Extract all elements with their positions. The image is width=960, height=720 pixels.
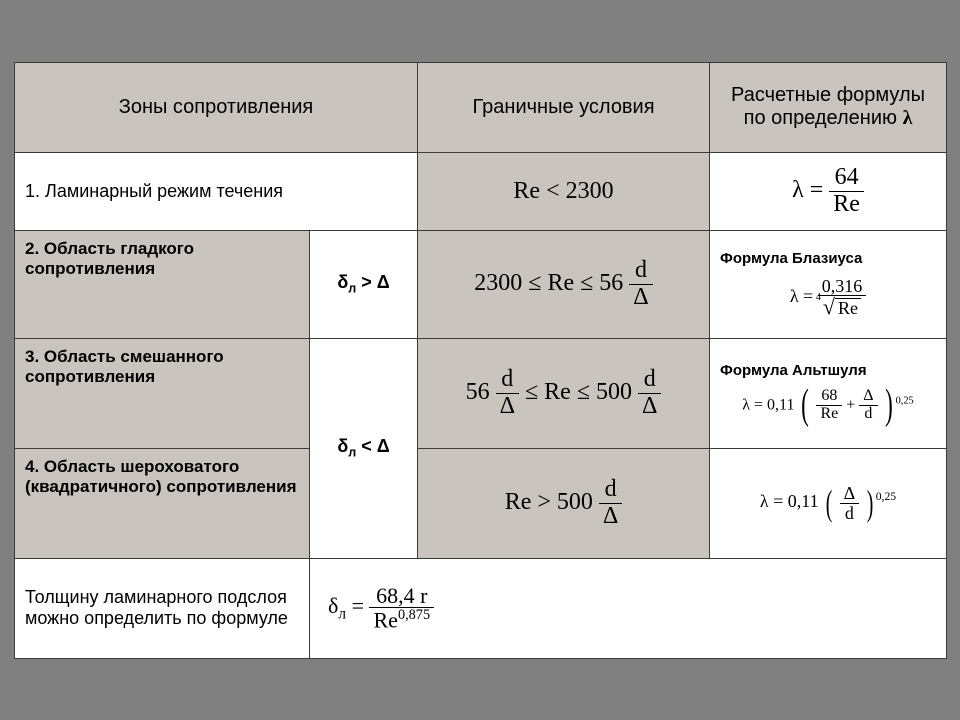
- r3-exp: 0,25: [896, 395, 914, 406]
- r2-lhs: λ =: [790, 286, 813, 306]
- row2-formula: λ = 0,316 4 √Re: [720, 277, 936, 319]
- r3-c-den2: Δ: [638, 393, 661, 419]
- r2-delta: δ: [337, 272, 348, 292]
- row2-delta-cond: δл > Δ: [310, 230, 418, 338]
- r3-bden: d: [859, 405, 877, 423]
- zone-1-label: 1. Ламинарный режим течения: [15, 152, 418, 230]
- r3-bnum: Δ: [859, 388, 877, 405]
- r4-exp: 0,25: [876, 490, 896, 503]
- header-zones: Зоны сопротивления: [15, 62, 418, 152]
- row5-note: Толщину ламинарного подслоя можно опреде…: [15, 558, 310, 658]
- row2-caption: Формула Блазиуса: [720, 250, 936, 267]
- r2-cond-num: d: [629, 258, 652, 283]
- r4-lhs: λ = 0,11: [760, 491, 819, 511]
- header-conditions: Граничные условия: [418, 62, 710, 152]
- r1-num: 64: [829, 165, 864, 190]
- r4-cnum: d: [599, 477, 622, 502]
- r3-c-den1: Δ: [496, 393, 519, 419]
- row1-formula: λ = 64 Re: [710, 152, 947, 230]
- row-5: Толщину ламинарного подслоя можно опреде…: [15, 558, 947, 658]
- r2f-num: 0,316: [818, 277, 867, 296]
- row-2: 2. Область гладкого сопротивления δл > Δ…: [15, 230, 947, 338]
- r3-delta: δ: [337, 436, 348, 456]
- r2-root-deg: 4: [816, 293, 821, 304]
- r3-lpre: 56: [466, 379, 490, 405]
- row2-formula-cell: Формула Блазиуса λ = 0,316 4 √Re: [710, 230, 947, 338]
- r3-aden: Re: [816, 405, 842, 423]
- r3-lhs: λ = 0,11: [742, 396, 794, 413]
- row5-formula: δл = 68,4 r Re0,875: [310, 558, 947, 658]
- row3-formula: λ = 0,11 ( 68 Re + Δ d )0,25: [720, 387, 936, 425]
- r1-den: Re: [829, 191, 864, 217]
- zone-2-label: 2. Область гладкого сопротивления: [15, 230, 310, 338]
- r2-root-body: Re: [835, 298, 861, 318]
- row4-condition: Re > 500 d Δ: [418, 448, 710, 558]
- row3-caption: Формула Альтшуля: [720, 362, 936, 379]
- row2-condition: 2300 ≤ Re ≤ 56 d Δ: [418, 230, 710, 338]
- row4-formula: λ = 0,11 ( Δ d )0,25: [710, 448, 947, 558]
- r3-rpre: 500: [596, 379, 632, 405]
- row-4: 4. Область шероховатого (квадратичного) …: [15, 448, 947, 558]
- r2-root: 4 √Re: [823, 296, 861, 318]
- r1-lhs: λ =: [792, 177, 823, 203]
- zone-3-label: 3. Область смешанного сопротивления: [15, 338, 310, 448]
- row3-4-delta-cond: δл < Δ: [310, 338, 418, 558]
- row-1: 1. Ламинарный режим течения Re < 2300 λ …: [15, 152, 947, 230]
- r4-cpre: Re > 500: [505, 489, 593, 515]
- header-formulas: Расчетные формулы по определению λ: [710, 62, 947, 152]
- row3-condition: 56 d Δ ≤ Re ≤ 500 d Δ: [418, 338, 710, 448]
- zone-4-label: 4. Область шероховатого (квадратичного) …: [15, 448, 310, 558]
- header-formulas-text: Расчетные формулы по определению: [731, 84, 925, 129]
- r4-fden: d: [840, 503, 860, 523]
- r5-den-a: Re: [373, 608, 397, 633]
- formula-table-wrapper: Зоны сопротивления Граничные условия Рас…: [14, 62, 946, 659]
- lambda-symbol: λ: [903, 107, 913, 129]
- r3-plus: +: [846, 396, 859, 413]
- r5-eq: =: [352, 593, 370, 618]
- row1-condition: Re < 2300: [418, 152, 710, 230]
- r3-c-num1: d: [496, 367, 519, 392]
- r2-cmp: > Δ: [356, 272, 389, 292]
- row-3: 3. Область смешанного сопротивления δл <…: [15, 338, 947, 448]
- r4-fnum: Δ: [840, 484, 860, 503]
- r5-lhs-a: δ: [328, 593, 338, 618]
- formula-table: Зоны сопротивления Граничные условия Рас…: [14, 62, 947, 659]
- r2-cond-pre: 2300 ≤ Re ≤ 56: [474, 270, 623, 296]
- r2-cond-den: Δ: [629, 284, 652, 310]
- r3-cmp: < Δ: [356, 436, 389, 456]
- r5-num: 68,4 r: [369, 584, 434, 607]
- r3-c-num2: d: [638, 367, 661, 392]
- r3-mid: ≤ Re ≤: [525, 379, 596, 405]
- r5-den-exp: 0,875: [398, 607, 430, 623]
- r4-cden: Δ: [599, 503, 622, 529]
- r5-lhs-sub: л: [338, 605, 346, 622]
- r3-anum: 68: [816, 388, 842, 405]
- header-row: Зоны сопротивления Граничные условия Рас…: [15, 62, 947, 152]
- row3-formula-cell: Формула Альтшуля λ = 0,11 ( 68 Re + Δ d …: [710, 338, 947, 448]
